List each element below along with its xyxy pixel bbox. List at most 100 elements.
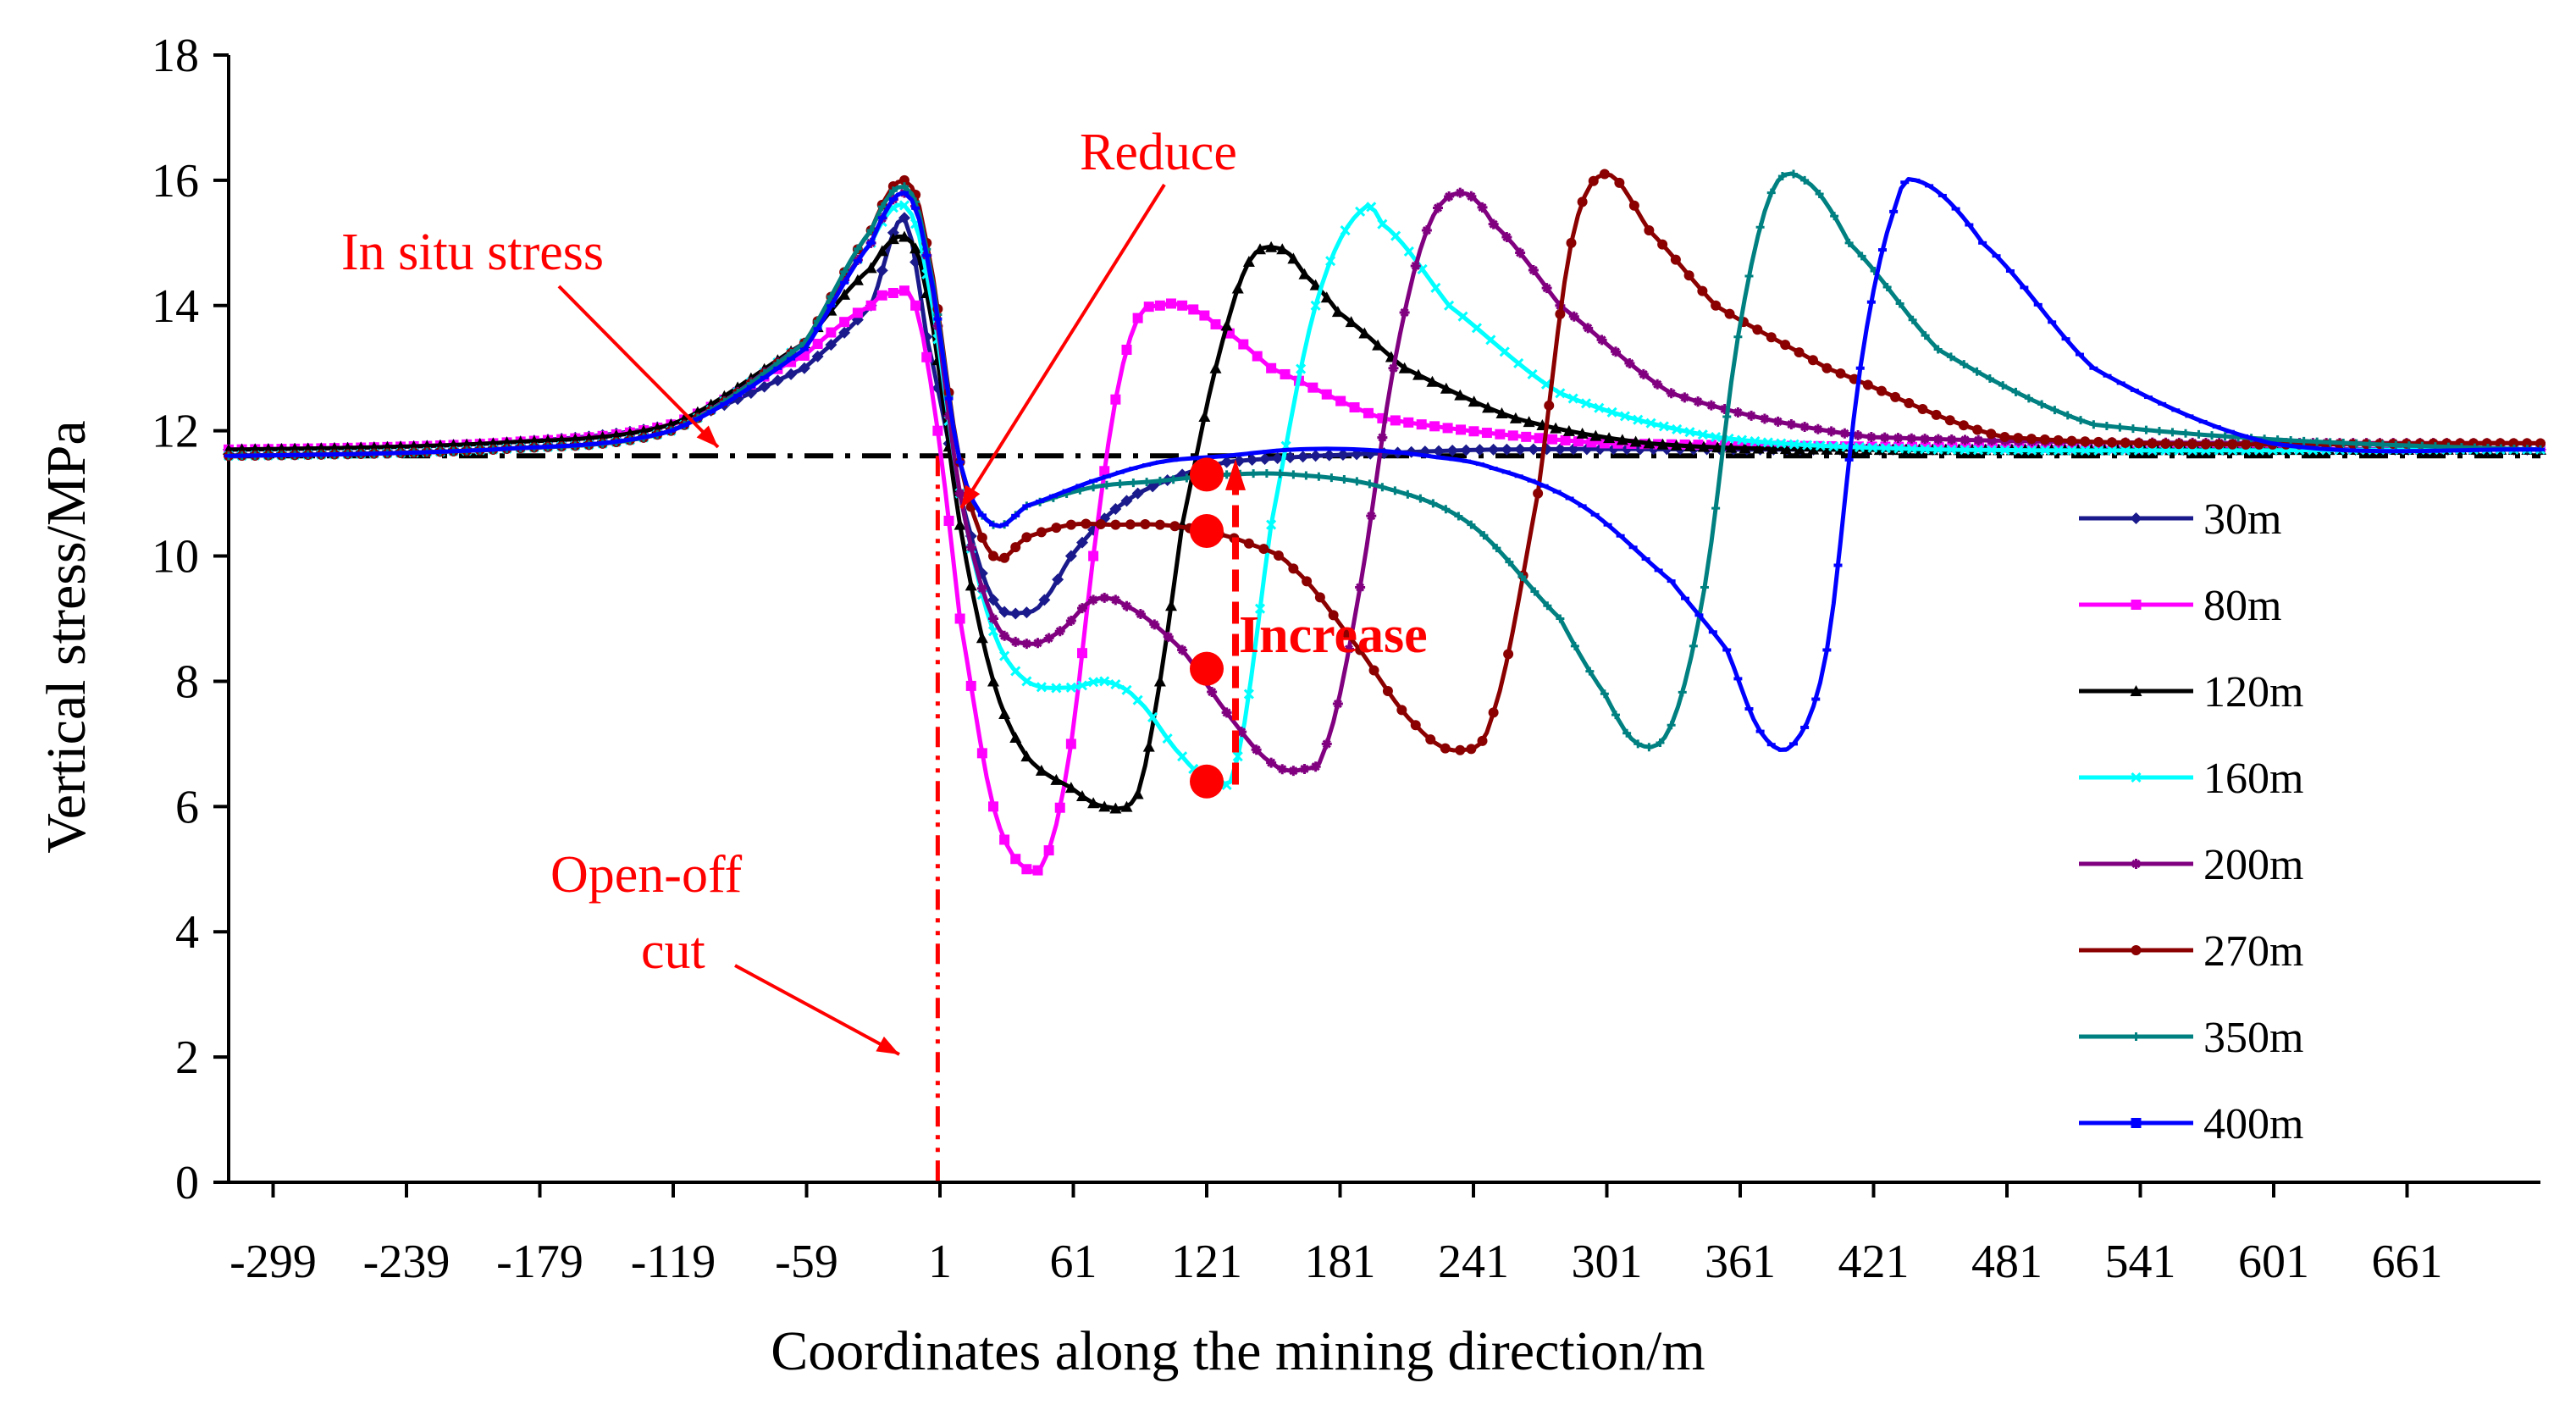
data-point [1822, 648, 1832, 652]
data-point [1965, 223, 1974, 227]
data-point [999, 552, 1010, 563]
data-point [900, 191, 909, 195]
highlight-dot [1190, 457, 1224, 492]
data-point [1222, 470, 1231, 479]
data-point [1221, 779, 1232, 790]
data-point [1985, 374, 1994, 384]
data-point [1906, 443, 1917, 455]
data-point [1110, 394, 1121, 405]
data-point [1468, 426, 1479, 437]
data-point [2039, 434, 2050, 445]
data-point [2241, 439, 2252, 450]
data-point [1280, 368, 1291, 379]
legend-label: 160m [2203, 755, 2303, 803]
data-point [1853, 430, 1864, 441]
data-point [746, 384, 755, 389]
data-point [1568, 311, 1579, 322]
data-point [1567, 393, 1578, 404]
data-point [1390, 486, 1400, 495]
data-point [1110, 519, 1121, 530]
data-point [277, 453, 286, 457]
data-point [1611, 711, 1620, 720]
data-point [987, 675, 999, 687]
data-point [1565, 496, 1574, 501]
data-point [1527, 368, 1538, 379]
data-point [1000, 523, 1009, 527]
data-point [1999, 445, 2010, 456]
data-point [1921, 331, 1930, 340]
data-point [1471, 323, 1483, 334]
legend: 30m 80m 120m 160m 200m 270m 350m 400m [2079, 495, 2303, 1148]
data-point [1208, 455, 1218, 459]
data-point [1051, 683, 1062, 694]
data-point [1882, 283, 1892, 292]
data-point [1182, 473, 1191, 483]
data-point [1466, 744, 1477, 755]
data-point [1920, 434, 1931, 445]
data-point [1155, 476, 1164, 485]
data-point [2048, 320, 2057, 324]
data-point [423, 450, 432, 454]
x-tick-label: 61 [1050, 1236, 1097, 1288]
data-point [965, 542, 976, 553]
data-point [1249, 451, 1258, 455]
data-point [1654, 568, 1663, 573]
data-point [1570, 641, 1579, 650]
data-point [2352, 439, 2361, 448]
data-point [1382, 449, 1391, 453]
data-point [1534, 433, 1545, 444]
data-point [826, 304, 836, 308]
data-point [1344, 644, 1354, 655]
data-point [1345, 316, 1357, 328]
data-point [1722, 412, 1732, 421]
data-point [1972, 367, 1982, 376]
data-point [1683, 440, 1696, 451]
data-point [557, 444, 567, 448]
data-point [954, 613, 965, 624]
data-point [1302, 471, 1311, 480]
data-point [955, 460, 965, 464]
data-point [1036, 682, 1047, 693]
data-point [2061, 337, 2070, 341]
data-point [1932, 444, 1943, 455]
data-point [1265, 241, 1278, 252]
data-point [2063, 411, 2072, 420]
data-point [1166, 298, 1176, 309]
data-point [1425, 734, 1436, 745]
data-point [263, 453, 273, 457]
data-point [2200, 439, 2211, 450]
data-point [1309, 279, 1322, 290]
data-point [1552, 490, 1562, 494]
data-point [887, 287, 898, 298]
data-point [1340, 224, 1351, 236]
data-point [1032, 638, 1043, 649]
data-point [1711, 300, 1722, 311]
data-point [1441, 505, 1451, 514]
data-point [2418, 441, 2427, 451]
data-point [911, 206, 920, 210]
data-point [2481, 438, 2492, 449]
data-point [2160, 438, 2171, 449]
data-point [865, 262, 877, 274]
data-point [1296, 451, 1309, 463]
data-point [1302, 576, 1313, 587]
x-tick-label: 481 [1971, 1236, 2043, 1288]
data-point [787, 357, 796, 361]
data-point [1342, 447, 1352, 451]
data-point [944, 396, 954, 401]
data-point [876, 264, 888, 277]
legend-swatch-marker [2131, 945, 2142, 955]
data-point [1266, 757, 1277, 768]
data-point [1802, 440, 1813, 451]
data-point [2404, 441, 2413, 451]
data-point [965, 579, 977, 591]
data-point [1588, 175, 1599, 186]
data-point [799, 347, 809, 351]
data-point [2154, 427, 2164, 436]
data-point [1633, 739, 1643, 749]
data-point [329, 452, 339, 456]
data-point [1633, 414, 1644, 425]
data-point [1209, 362, 1222, 373]
data-point [1296, 363, 1307, 374]
data-point [1752, 442, 1765, 454]
